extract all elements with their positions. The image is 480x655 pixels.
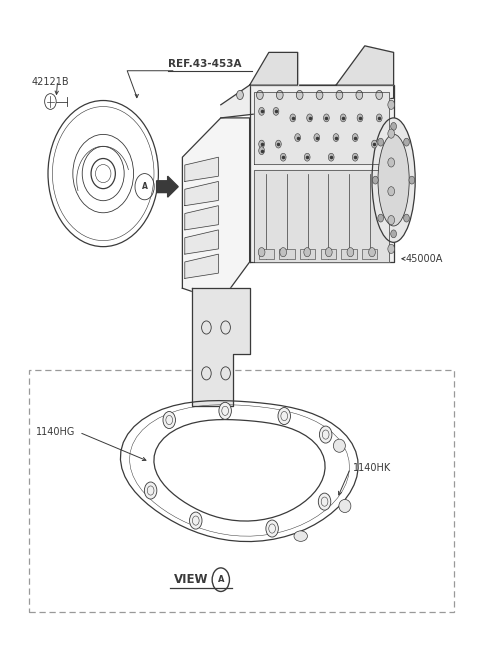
Circle shape (388, 215, 395, 225)
Circle shape (333, 134, 339, 141)
Circle shape (237, 90, 243, 100)
Circle shape (391, 122, 396, 130)
Bar (321, 249, 336, 259)
Polygon shape (185, 206, 218, 230)
Bar (279, 249, 295, 259)
Circle shape (280, 153, 286, 161)
Polygon shape (185, 254, 218, 278)
Polygon shape (185, 230, 218, 254)
Circle shape (266, 520, 278, 537)
Circle shape (295, 134, 300, 141)
Bar (29, 370, 454, 612)
Circle shape (325, 248, 332, 257)
Circle shape (273, 107, 279, 115)
Circle shape (378, 138, 384, 146)
Circle shape (404, 138, 409, 146)
Text: A: A (142, 182, 147, 191)
Circle shape (276, 140, 281, 148)
Text: VIEW: VIEW (174, 573, 209, 586)
Bar (341, 249, 357, 259)
Circle shape (314, 134, 320, 141)
Text: 1140HG: 1140HG (36, 427, 75, 438)
Circle shape (372, 176, 378, 184)
Bar (300, 249, 315, 259)
Circle shape (278, 407, 290, 424)
Circle shape (219, 402, 231, 419)
Text: 42121B: 42121B (31, 77, 69, 87)
Bar (259, 249, 274, 259)
Circle shape (391, 230, 396, 238)
Circle shape (388, 129, 395, 138)
Polygon shape (182, 118, 250, 301)
Circle shape (319, 426, 332, 443)
Circle shape (340, 114, 346, 122)
Ellipse shape (372, 118, 415, 242)
Circle shape (259, 107, 264, 115)
Circle shape (357, 114, 363, 122)
FancyArrow shape (156, 176, 178, 197)
Circle shape (352, 134, 358, 141)
Circle shape (259, 140, 264, 148)
Circle shape (388, 100, 395, 109)
Circle shape (190, 512, 202, 529)
Circle shape (328, 153, 334, 161)
Polygon shape (254, 170, 389, 262)
Circle shape (163, 411, 176, 428)
Circle shape (409, 176, 415, 184)
Circle shape (388, 187, 395, 196)
Circle shape (304, 248, 311, 257)
Circle shape (378, 214, 384, 222)
Circle shape (290, 114, 296, 122)
Ellipse shape (378, 134, 409, 226)
Ellipse shape (294, 531, 308, 541)
Circle shape (307, 114, 312, 122)
Circle shape (336, 90, 343, 100)
Circle shape (372, 140, 377, 148)
Circle shape (376, 114, 382, 122)
Bar (362, 249, 377, 259)
Circle shape (296, 90, 303, 100)
Circle shape (324, 114, 329, 122)
Polygon shape (254, 92, 389, 164)
Circle shape (280, 248, 287, 257)
Circle shape (276, 90, 283, 100)
Text: 45000A: 45000A (406, 253, 443, 264)
Circle shape (259, 147, 264, 155)
Circle shape (356, 90, 363, 100)
Circle shape (376, 90, 383, 100)
Circle shape (388, 158, 395, 167)
Circle shape (144, 482, 157, 499)
Ellipse shape (333, 439, 346, 452)
Text: A: A (217, 575, 224, 584)
Polygon shape (185, 157, 218, 181)
Polygon shape (250, 52, 298, 85)
Circle shape (318, 493, 331, 510)
Polygon shape (250, 85, 394, 262)
Circle shape (404, 214, 409, 222)
Polygon shape (185, 181, 218, 206)
Circle shape (369, 248, 375, 257)
Polygon shape (221, 85, 394, 118)
Circle shape (258, 248, 265, 257)
Text: 1140HK: 1140HK (353, 463, 391, 474)
Circle shape (304, 153, 310, 161)
Circle shape (256, 90, 263, 100)
Circle shape (388, 244, 395, 253)
Circle shape (352, 153, 358, 161)
Polygon shape (336, 46, 394, 85)
Text: REF.43-453A: REF.43-453A (168, 59, 241, 69)
Ellipse shape (339, 499, 351, 512)
Circle shape (347, 248, 354, 257)
Polygon shape (192, 288, 250, 406)
Circle shape (316, 90, 323, 100)
